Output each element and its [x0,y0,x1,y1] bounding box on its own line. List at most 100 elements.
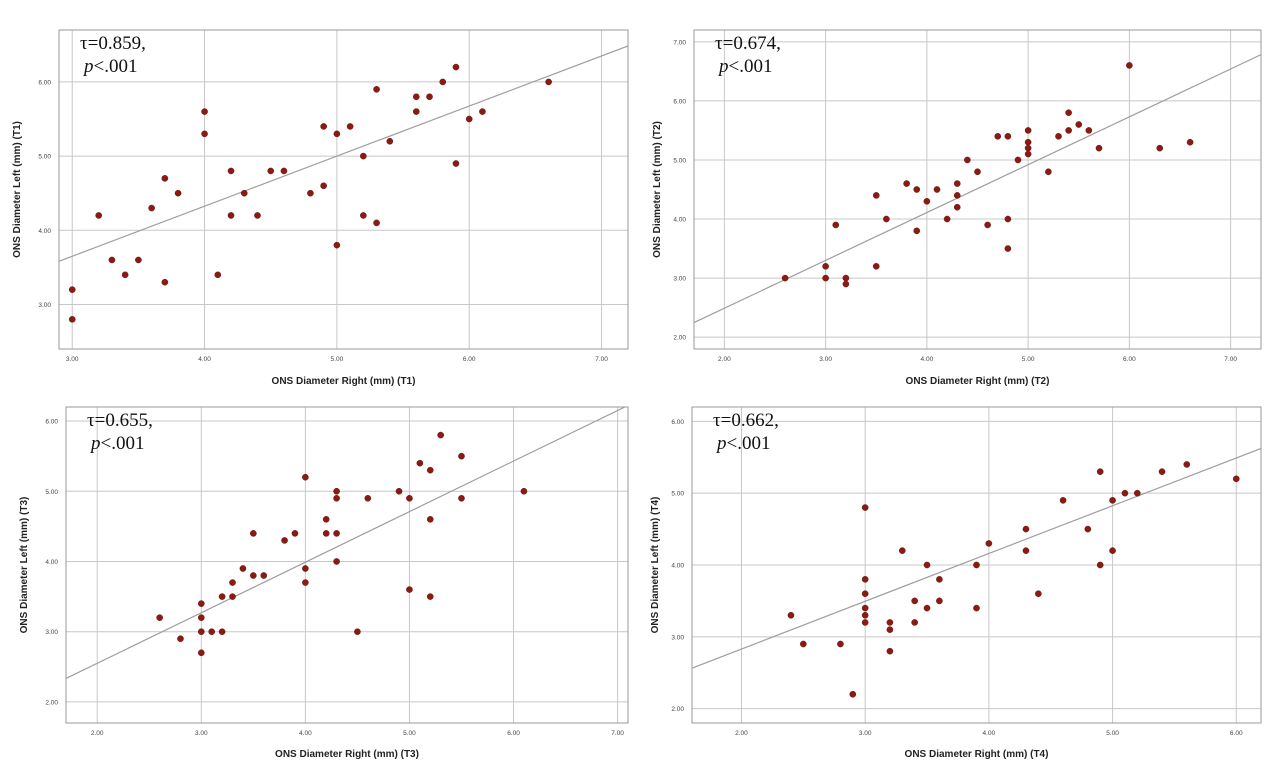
data-point [1065,127,1072,134]
p-value-annotation: p<.001 [82,56,137,77]
y-tick-label: 5.00 [45,489,58,496]
data-point [837,640,844,648]
data-point [973,604,980,612]
data-point [861,576,869,583]
data-point [1126,62,1133,69]
data-point [156,614,163,621]
data-point [1186,138,1194,146]
x-tick-label: 3.00 [66,356,79,363]
data-point [1022,547,1030,554]
data-point [322,516,330,523]
plot-frame [693,29,1262,350]
regression-line [66,407,627,680]
data-point [458,452,465,460]
data-point [197,628,205,636]
scatter-panel-t2: 2.00 3.00 4.00 5.00 6.00 7.00 2.00 3.00 4.00 5.00… [652,29,1262,387]
p-symbol: p [89,433,101,454]
x-tick-label: 2.00 [735,730,748,737]
data-point [108,256,116,264]
y-tick-label: 4.00 [671,563,684,570]
p-value: <.001 [729,56,773,77]
data-point [322,530,330,537]
data-point [1024,127,1032,134]
x-tick-label: 5.00 [403,730,416,737]
y-tick-label: 2.00 [671,706,684,713]
data-point [458,494,465,502]
data-point [412,93,420,101]
data-point [1109,497,1116,504]
data-point [201,108,208,115]
data-point [452,63,460,71]
x-tick-label: 2.00 [718,356,731,363]
data-point [545,78,552,86]
data-point [307,189,314,197]
data-point [229,579,236,586]
tau-annotation: τ=0.674, [715,33,781,54]
data-point [426,466,434,474]
data-point [1085,127,1093,134]
data-point [218,593,226,600]
data-point [781,274,789,282]
data-point [201,130,208,138]
x-tick-label: 2.00 [91,730,104,737]
data-point [121,271,129,279]
x-tick-label: 6.00 [1230,730,1243,737]
data-point [1096,468,1104,475]
data-point [911,619,918,626]
data-point [240,189,248,197]
y-tick-label: 3.00 [38,302,51,309]
data-point [95,212,102,219]
data-point [227,167,235,175]
data-point [161,278,169,286]
data-point [227,212,235,219]
data-point [1075,121,1083,128]
x-tick-label: 4.00 [983,730,996,737]
data-point [373,86,380,93]
data-point [250,572,257,579]
data-point [214,271,222,279]
data-point [174,189,182,197]
plot-area [694,30,1261,349]
y-tick-label: 6.00 [673,98,686,105]
plot-area [66,407,628,723]
data-point [135,256,142,264]
data-point [452,160,460,167]
y-tick-label: 4.00 [38,228,51,235]
data-point [426,516,434,523]
data-point [281,537,288,544]
data-point [426,93,433,101]
data-point [333,130,341,138]
data-point [302,565,309,572]
data-point [1024,150,1032,158]
regression-line [692,447,1261,669]
data-point [1096,561,1104,569]
data-point [68,316,76,323]
data-point [426,593,434,600]
p-symbol: p [717,56,729,77]
x-tick-label: 6.00 [463,356,476,363]
p-value-annotation: p<.001 [715,433,770,454]
data-point [923,604,931,612]
y-tick-label: 5.00 [38,154,51,161]
y-tick-label: 3.00 [45,629,58,636]
tau-annotation: τ=0.655, [87,410,153,431]
y-axis-title: ONS Diameter Left (mm) (T3) [19,497,30,634]
data-point [953,203,961,211]
y-tick-label: 6.00 [45,419,58,426]
data-point [360,212,367,219]
data-point [416,459,424,467]
data-point [280,167,288,175]
x-axis-title: ONS Diameter Right (mm) (T4) [905,749,1049,760]
x-tick-label: 7.00 [595,356,608,363]
scatter-panel-t1: 3.00 4.00 5.00 6.00 7.00 3.00 4.00 5.00 6.00 ONS … [12,29,629,387]
data-point [936,576,943,583]
data-point [161,175,169,182]
data-point [148,204,155,212]
data-point [842,280,850,288]
data-point [861,619,869,626]
data-point [406,586,413,593]
x-tick-label: 5.00 [1022,356,1035,363]
data-point [333,241,341,249]
y-tick-label: 6.00 [38,79,51,86]
